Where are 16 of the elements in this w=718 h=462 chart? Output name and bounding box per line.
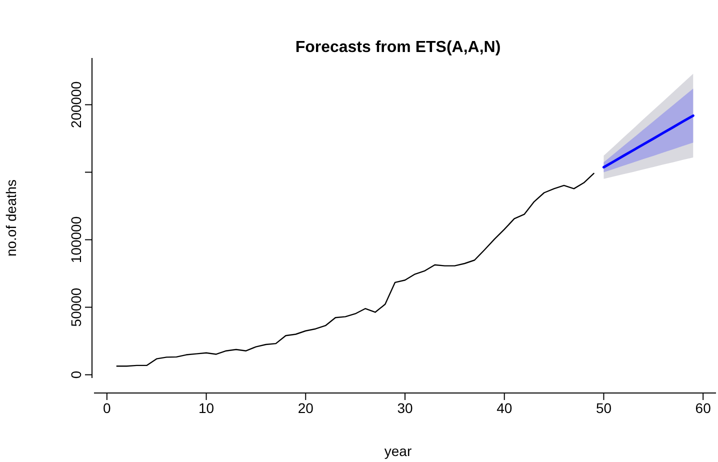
x-tick-label: 10 xyxy=(198,400,214,416)
x-tick-label: 0 xyxy=(103,400,112,416)
x-tick-label: 30 xyxy=(397,400,413,416)
y-axis-title: no.of deaths xyxy=(3,179,19,257)
x-tick-label: 50 xyxy=(596,400,612,416)
y-tick-label: 200000 xyxy=(68,81,84,128)
x-tick-label: 20 xyxy=(298,400,314,416)
x-axis-title: year xyxy=(384,443,412,459)
y-tick-label: 100000 xyxy=(68,216,84,264)
line-series xyxy=(602,114,694,168)
line-series xyxy=(116,172,594,367)
chart-title: Forecasts from ETS(A,A,N) xyxy=(295,39,501,56)
y-tick-label: 0 xyxy=(68,370,84,379)
x-tick-label: 40 xyxy=(496,400,512,416)
y-tick-label: 50000 xyxy=(68,288,84,327)
x-tick-label: 60 xyxy=(695,400,712,416)
